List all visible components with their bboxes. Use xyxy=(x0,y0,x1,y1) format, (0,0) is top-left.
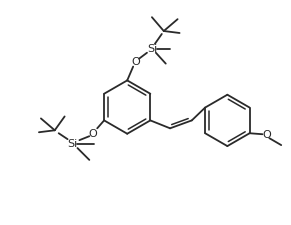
Text: Si: Si xyxy=(147,44,157,54)
Text: Si: Si xyxy=(68,139,78,149)
Text: O: O xyxy=(88,129,97,139)
Text: O: O xyxy=(262,130,271,140)
Text: O: O xyxy=(132,57,141,67)
